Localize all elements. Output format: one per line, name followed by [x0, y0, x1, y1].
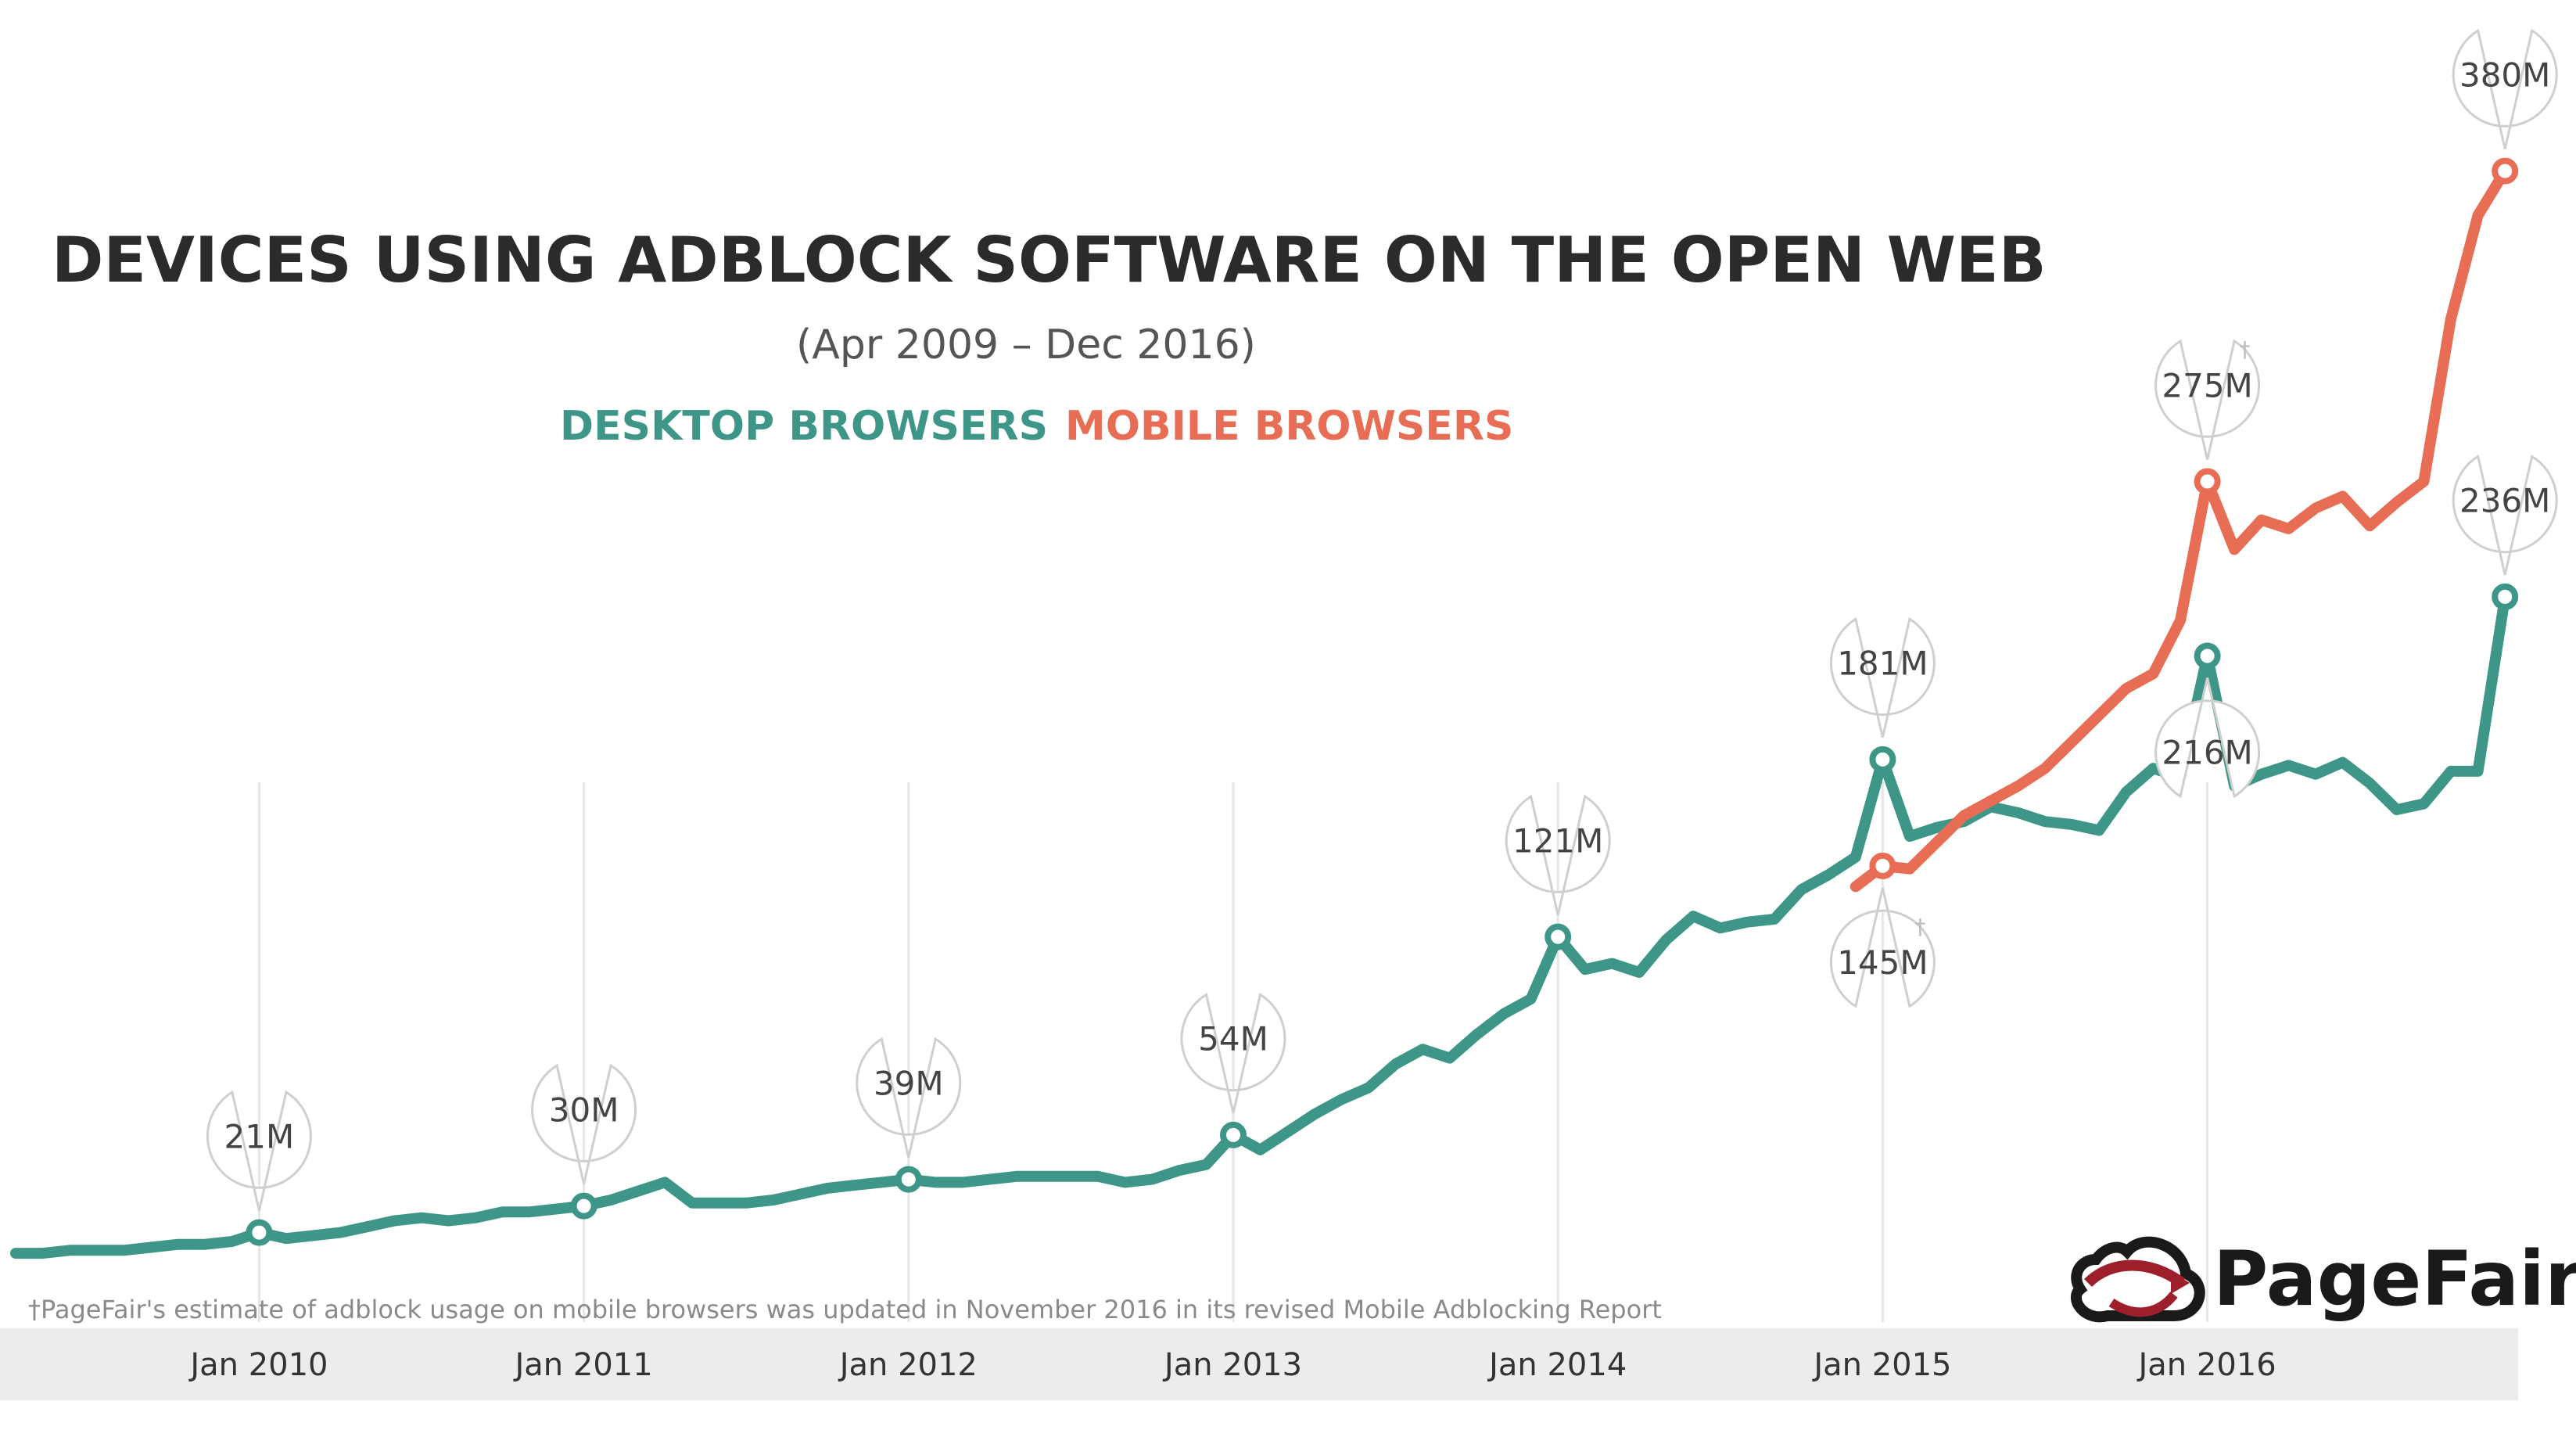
- annotation-label: 54M: [1198, 1020, 1268, 1058]
- annotation-pin: [2154, 339, 2261, 460]
- x-tick-label: Jan 2014: [1487, 1347, 1627, 1383]
- annotation-label: 275M: [2162, 366, 2252, 404]
- value-annotation: 121M: [1505, 794, 1611, 950]
- value-annotation: 380M: [2452, 28, 2558, 185]
- value-annotation: 30M: [531, 1063, 637, 1220]
- x-tick-label: Jan 2016: [2137, 1347, 2276, 1383]
- chart-subtitle: (Apr 2009 – Dec 2016): [796, 322, 1256, 368]
- value-annotation: 275M †: [2154, 336, 2261, 495]
- value-annotations: 21M 30M 39M 54M 121M 181M 145M † 216M 275M † 236M 38…: [206, 28, 2558, 1246]
- value-annotation: 181M: [1829, 616, 1936, 773]
- x-tick-label: Jan 2011: [513, 1347, 653, 1383]
- annotation-pin: [1180, 993, 1286, 1114]
- annotation-pin: [2452, 455, 2558, 576]
- annotation-label: 21M: [224, 1117, 295, 1155]
- annotation-label: 30M: [549, 1090, 619, 1129]
- x-tick-label: Jan 2015: [1811, 1347, 1951, 1383]
- legend-mobile: MOBILE BROWSERS: [1065, 403, 1513, 450]
- annotation-label: 39M: [874, 1064, 944, 1102]
- x-tick-label: Jan 2010: [188, 1347, 328, 1383]
- value-annotation: 236M: [2452, 455, 2558, 610]
- annotation-label: 216M: [2162, 734, 2252, 772]
- annotation-pin: [856, 1037, 962, 1158]
- annotation-pin: [2452, 28, 2558, 149]
- data-point-marker: [2194, 642, 2221, 670]
- value-annotation: 39M: [856, 1037, 962, 1193]
- chart-title: DEVICES USING ADBLOCK SOFTWARE ON THE OP…: [52, 224, 2047, 296]
- annotation-stems: [257, 782, 2209, 1322]
- value-annotation: 54M: [1180, 993, 1286, 1148]
- legend-desktop: DESKTOP BROWSERS: [560, 403, 1048, 450]
- data-point-marker: [1545, 923, 1572, 950]
- data-point-marker: [246, 1219, 273, 1246]
- annotation-label: 121M: [1512, 821, 1603, 860]
- annotation-pin: [1505, 794, 1611, 915]
- annotation-pin: [1829, 616, 1936, 738]
- x-tick-label: Jan 2012: [838, 1347, 978, 1383]
- data-point-marker: [2194, 468, 2221, 495]
- annotation-pin: [2154, 677, 2261, 799]
- annotation-label: 181M: [1837, 645, 1928, 683]
- data-point-marker: [570, 1192, 597, 1220]
- value-annotation: 145M †: [1829, 852, 1936, 1008]
- annotation-pin: [1829, 887, 1936, 1008]
- x-tick-label: Jan 2013: [1162, 1347, 1302, 1383]
- x-axis-ticks: Jan 2010 Jan 2011 Jan 2012 Jan 2013 Jan 2014…: [188, 1347, 2276, 1383]
- x-axis-band: [0, 1328, 2518, 1400]
- data-point-marker: [2492, 157, 2519, 185]
- pagefair-logo: PageFair: [2071, 1235, 2576, 1323]
- footnote: †PageFair's estimate of adblock usage on…: [28, 1295, 1662, 1324]
- dagger-mark: †: [1914, 914, 1925, 940]
- annotation-label: 236M: [2459, 482, 2550, 520]
- series-line-mobile: [1849, 165, 2511, 893]
- data-point-marker: [1220, 1121, 1247, 1148]
- data-point-marker: [2492, 583, 2519, 610]
- data-point-marker: [1869, 746, 1896, 773]
- value-annotation: 216M: [2154, 642, 2261, 799]
- series-line-desktop: [10, 591, 2511, 1259]
- data-point-marker: [1869, 852, 1896, 879]
- series-lines: [10, 165, 2511, 1259]
- dagger-mark: †: [2240, 336, 2251, 362]
- data-point-marker: [895, 1166, 922, 1193]
- annotation-label: 145M: [1837, 943, 1928, 982]
- brand-name: PageFair: [2213, 1235, 2576, 1323]
- value-annotation: 21M: [206, 1090, 312, 1246]
- annotation-label: 380M: [2459, 56, 2550, 94]
- cloud-logo-icon: [2071, 1236, 2205, 1323]
- annotation-pin: [531, 1063, 637, 1184]
- annotation-pin: [206, 1090, 312, 1211]
